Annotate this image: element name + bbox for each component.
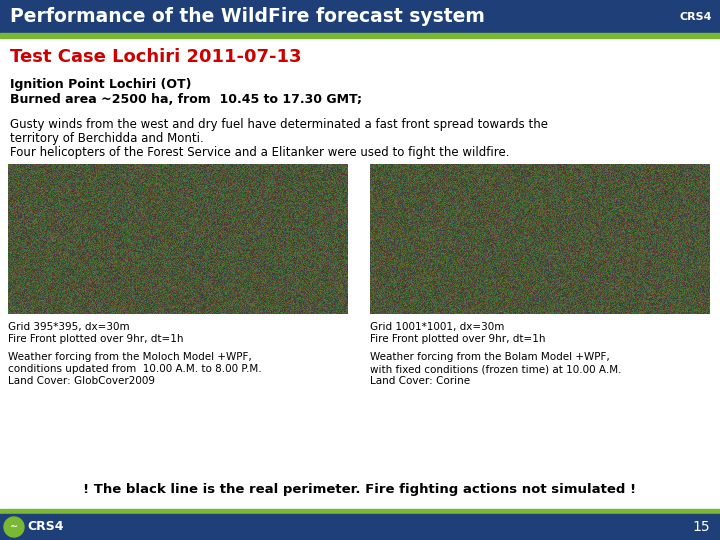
Bar xyxy=(0,0,720,33)
Circle shape xyxy=(4,517,24,537)
Text: Four helicopters of the Forest Service and a Elitanker were used to fight the wi: Four helicopters of the Forest Service a… xyxy=(10,146,510,159)
Text: conditions updated from  10.00 A.M. to 8.00 P.M.: conditions updated from 10.00 A.M. to 8.… xyxy=(8,364,261,374)
Text: Test Case Lochiri 2011-07-13: Test Case Lochiri 2011-07-13 xyxy=(10,48,302,66)
Bar xyxy=(0,38,720,510)
Bar xyxy=(0,509,720,514)
Text: CRS4: CRS4 xyxy=(680,11,712,22)
Text: Weather forcing from the Moloch Model +WPF,: Weather forcing from the Moloch Model +W… xyxy=(8,352,252,362)
Text: with fixed conditions (frozen time) at 10.00 A.M.: with fixed conditions (frozen time) at 1… xyxy=(370,364,621,374)
Text: Grid 395*395, dx=30m: Grid 395*395, dx=30m xyxy=(8,322,130,332)
Text: ∼: ∼ xyxy=(10,522,18,532)
Text: Fire Front plotted over 9hr, dt=1h: Fire Front plotted over 9hr, dt=1h xyxy=(8,334,184,344)
Text: Gusty winds from the west and dry fuel have determinated a fast front spread tow: Gusty winds from the west and dry fuel h… xyxy=(10,118,548,131)
Text: ! The black line is the real perimeter. Fire fighting actions not simulated !: ! The black line is the real perimeter. … xyxy=(84,483,636,496)
Text: Ignition Point Lochiri (OT): Ignition Point Lochiri (OT) xyxy=(10,78,192,91)
Bar xyxy=(0,514,720,540)
Text: Performance of the WildFire forecast system: Performance of the WildFire forecast sys… xyxy=(10,7,485,26)
Text: Grid 1001*1001, dx=30m: Grid 1001*1001, dx=30m xyxy=(370,322,505,332)
Text: territory of Berchidda and Monti.: territory of Berchidda and Monti. xyxy=(10,132,204,145)
Text: Fire Front plotted over 9hr, dt=1h: Fire Front plotted over 9hr, dt=1h xyxy=(370,334,546,344)
Text: CRS4: CRS4 xyxy=(27,521,63,534)
Bar xyxy=(0,33,720,38)
Text: Weather forcing from the Bolam Model +WPF,: Weather forcing from the Bolam Model +WP… xyxy=(370,352,610,362)
Text: Land Cover: GlobCover2009: Land Cover: GlobCover2009 xyxy=(8,376,155,386)
Text: Land Cover: Corine: Land Cover: Corine xyxy=(370,376,470,386)
Text: 15: 15 xyxy=(693,520,710,534)
Text: Burned area ~2500 ha, from  10.45 to 17.30 GMT;: Burned area ~2500 ha, from 10.45 to 17.3… xyxy=(10,93,362,106)
